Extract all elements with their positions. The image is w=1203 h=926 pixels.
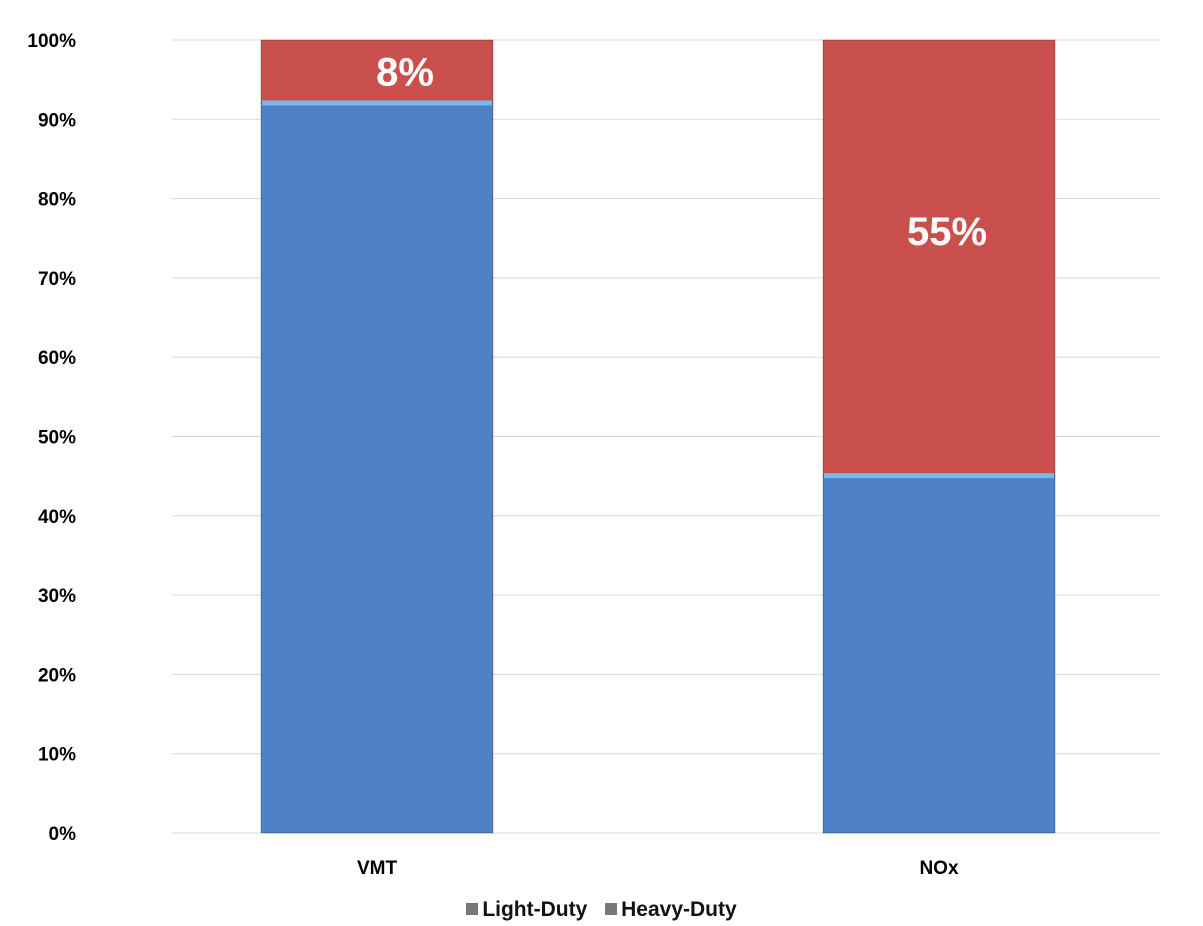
legend-item-light-duty: Light-Duty [466, 898, 587, 922]
bar-light-duty-vmt [260, 102, 494, 834]
bar-highlight [824, 473, 1054, 479]
x-category-label: VMT [357, 858, 398, 879]
y-axis-tick-labels: 0% 10% 20% 30% 40% 50% 60% 70% 80% 90% 100% [27, 31, 76, 845]
data-label: 55% [907, 210, 987, 254]
y-tick-label: 20% [38, 665, 76, 686]
data-label: 8% [376, 51, 434, 95]
data-labels: 8% 55% [376, 51, 987, 254]
bar-highlight [262, 100, 492, 106]
y-tick-label: 0% [49, 824, 77, 845]
y-tick-label: 60% [38, 348, 76, 369]
bar-heavy-duty-vmt [260, 39, 494, 104]
y-tick-label: 80% [38, 190, 76, 211]
y-tick-label: 90% [38, 110, 76, 131]
y-tick-label: 30% [38, 586, 76, 607]
x-axis-category-labels: VMT NOx [357, 858, 959, 879]
bars [260, 39, 1056, 834]
bar-heavy-duty-nox [822, 39, 1056, 477]
y-tick-label: 100% [27, 31, 76, 52]
legend-swatch-icon [605, 903, 618, 915]
y-tick-label: 10% [38, 745, 76, 766]
y-tick-label: 50% [38, 428, 76, 449]
legend-item-heavy-duty: Heavy-Duty [605, 898, 737, 922]
y-tick-label: 70% [38, 269, 76, 290]
legend: Light-Duty Heavy-Duty [0, 898, 1203, 922]
x-category-label: NOx [919, 858, 959, 879]
bar-light-duty-nox [822, 475, 1056, 834]
legend-swatch-icon [466, 903, 479, 915]
legend-label: Light-Duty [482, 898, 588, 921]
y-tick-label: 40% [38, 507, 76, 528]
legend-label: Heavy-Duty [621, 898, 737, 921]
